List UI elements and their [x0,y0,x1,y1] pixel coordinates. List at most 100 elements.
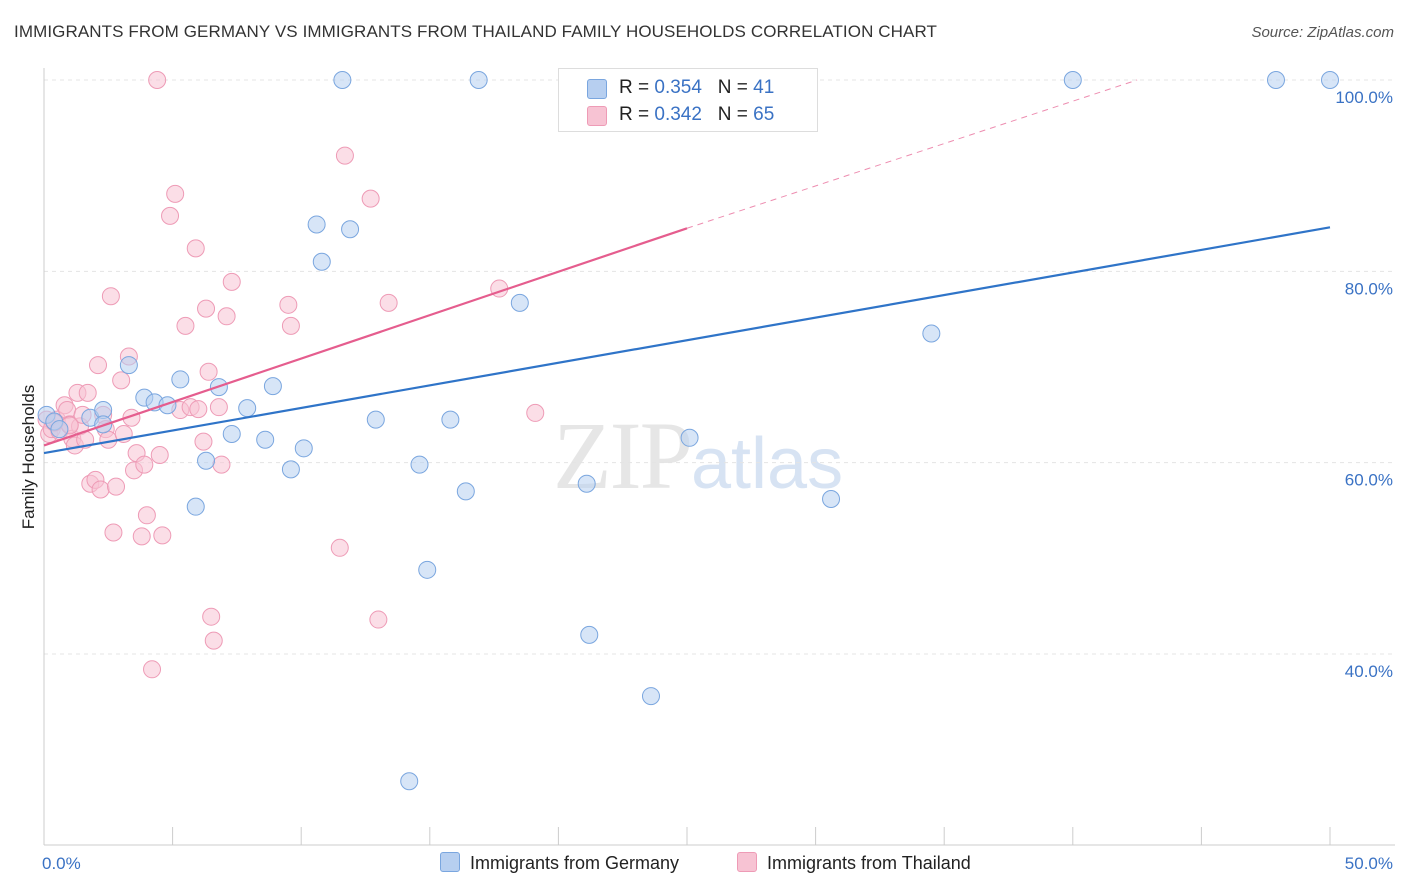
thailand-point [197,299,216,318]
thailand-point [369,610,388,629]
thailand-point [217,307,236,326]
thailand-point [202,607,221,626]
germany-point [577,474,596,493]
germany-point [341,220,360,239]
n-value-thailand: 65 [753,104,775,125]
germany-point [186,497,205,516]
thailand-point [186,239,205,258]
r-label: R = [619,77,655,98]
y-axis-title: Family Households [19,385,38,530]
germany-point [263,377,282,396]
germany-point [1063,71,1082,89]
thailand-point [137,506,156,525]
n-label: N = [717,77,754,98]
thailand-point [361,189,380,208]
series-germany-points [37,71,1339,791]
thailand-point [150,446,169,465]
germany-point [1321,71,1339,89]
thailand-point [104,523,123,542]
germany-point [641,687,660,706]
germany-point [1266,71,1285,89]
thailand-point [101,287,120,306]
germany-point [333,71,352,89]
germany-point [256,430,275,449]
thailand-point [199,362,218,381]
watermark-atlas: atlas [691,424,844,504]
germany-point [922,324,941,343]
watermark: ZIPatlas [553,400,843,511]
n-label: N = [717,104,754,125]
germany-point [456,482,475,501]
germany-point [400,772,419,791]
tick-labels: 40.0% 60.0% 80.0% 100.0% 0.0% 50.0% Family Hou… [19,88,1393,873]
germany-legend-swatch [440,852,460,872]
germany-point [171,370,190,389]
y-tick-label: 60.0% [1345,471,1393,490]
x-tick-label-max: 50.0% [1345,854,1393,873]
germany-trend-line [43,226,1331,455]
chart-title: IMMIGRANTS FROM GERMANY VS IMMIGRANTS FR… [14,22,938,41]
source-label: Source: ZipAtlas.com [1251,24,1394,41]
thailand-point [107,477,126,496]
r-label: R = [619,104,655,125]
germany-point [312,252,331,271]
thailand-point [379,293,398,312]
thailand-point [143,660,162,679]
germany-swatch [587,79,607,99]
thailand-point [189,400,208,419]
germany-point [294,439,313,458]
thailand-point [89,356,108,375]
bottom-legend-thailand: Immigrants from Thailand [737,852,971,874]
thailand-point [222,272,241,291]
germany-point [197,451,216,470]
germany-point [441,410,460,429]
thailand-legend-swatch [737,852,757,872]
germany-point [281,460,300,479]
axes [43,68,1395,846]
r-value-germany: 0.354 [654,77,702,98]
y-tick-label: 40.0% [1345,662,1393,681]
thailand-point [132,527,151,546]
watermark-zip: ZIP [553,402,693,509]
thailand-point [112,371,131,390]
x-tick-label-min: 0.0% [42,854,81,873]
germany-point [222,424,241,443]
bottom-legend-germany: Immigrants from Germany [440,852,679,874]
germany-point [366,410,385,429]
thailand-legend-label: Immigrants from Thailand [767,853,971,873]
germany-legend-label: Immigrants from Germany [470,853,680,873]
thailand-point [526,403,545,422]
trend-lines [43,79,1331,455]
thailand-point [212,455,231,474]
thailand-point [153,526,172,545]
stats-legend: R = 0.354 N = 41 R = 0.342 N = 65 [558,68,818,132]
thailand-point [335,146,354,165]
y-tick-label: 100.0% [1335,88,1393,107]
germany-point [158,396,177,415]
thailand-trend-extension [686,79,1138,229]
thailand-point [91,480,110,499]
germany-point [307,215,326,234]
y-tick-label: 80.0% [1345,279,1393,298]
thailand-point [330,538,349,557]
germany-point [510,293,529,312]
thailand-point [161,206,180,225]
thailand-point [281,316,300,335]
thailand-point [166,184,185,203]
thailand-point [148,71,167,89]
germany-point [469,71,488,89]
thailand-point [176,316,195,335]
n-value-germany: 41 [753,77,775,98]
germany-point [410,455,429,474]
thailand-trend-line [43,227,688,447]
thailand-point [78,383,97,402]
gridlines [44,79,1395,655]
series-thailand-points [37,71,545,679]
germany-point [580,625,599,644]
thailand-point [194,432,213,451]
r-value-thailand: 0.342 [654,104,702,125]
thailand-point [279,295,298,314]
germany-point [680,428,699,447]
germany-point [119,356,138,375]
